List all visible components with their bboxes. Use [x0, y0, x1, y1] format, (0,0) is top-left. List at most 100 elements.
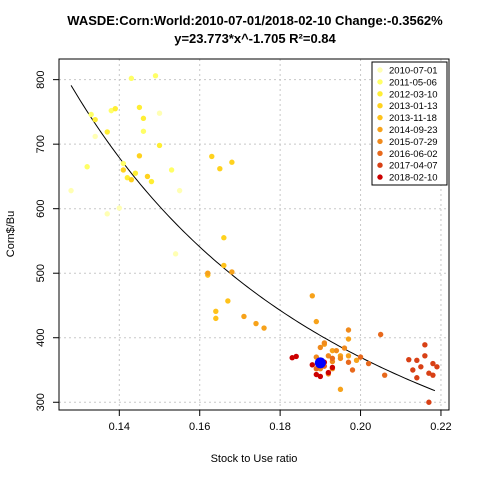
data-point: [329, 364, 336, 371]
data-point: [229, 159, 235, 165]
legend-label: 2014-09-23: [389, 125, 438, 136]
y-tick-label: 800: [35, 70, 47, 88]
data-point: [325, 353, 332, 359]
data-point: [309, 293, 315, 299]
current-point: [314, 357, 326, 369]
legend-marker: [377, 103, 383, 109]
legend-marker: [377, 174, 383, 180]
legend-marker: [377, 91, 383, 97]
data-point: [128, 75, 135, 82]
data-point: [213, 315, 219, 322]
y-tick-label: 700: [35, 135, 47, 153]
data-point: [357, 354, 364, 360]
data-point: [381, 372, 388, 378]
x-axis-title: Stock to Use ratio: [211, 453, 298, 465]
data-point: [337, 386, 344, 393]
x-axis: 0.14 0.16 0.18 0.20 0.22: [109, 410, 452, 433]
data-point: [410, 367, 416, 373]
data-point: [92, 116, 98, 123]
data-point: [345, 327, 352, 333]
data-point: [148, 178, 155, 185]
legend-label: 2013-11-18: [389, 113, 437, 124]
data-point: [144, 173, 151, 180]
legend-box: [371, 61, 448, 186]
data-point: [261, 325, 267, 331]
data-point: [168, 167, 175, 173]
data-points: [68, 73, 440, 405]
data-point: [434, 364, 440, 370]
data-point: [176, 187, 183, 194]
data-point: [124, 175, 131, 181]
legend-label: 2018-02-10: [389, 173, 438, 184]
legend-label: 2010-07-01: [389, 66, 438, 77]
x-tick-label: 0.20: [350, 421, 371, 433]
y-tick-label: 300: [35, 393, 47, 411]
data-point: [217, 165, 223, 172]
data-point: [116, 205, 123, 211]
data-point: [430, 360, 436, 367]
plot-frame: [58, 58, 450, 411]
data-point: [156, 142, 163, 149]
data-point: [426, 370, 432, 376]
data-point: [317, 344, 324, 351]
data-point: [418, 364, 424, 370]
data-point: [414, 375, 420, 381]
fit-curve: [70, 85, 436, 392]
data-point: [229, 269, 235, 275]
data-point: [329, 347, 336, 354]
data-point: [325, 369, 332, 376]
chart-title-line1: WASDE:Corn:World:2010-07-01/2018-02-10 C…: [67, 13, 443, 28]
data-point: [120, 160, 127, 167]
data-point: [104, 129, 110, 135]
data-point: [120, 167, 127, 173]
data-point: [309, 362, 315, 368]
data-point: [414, 357, 420, 364]
data-point: [353, 357, 360, 364]
data-point: [313, 371, 320, 378]
legend-marker: [377, 126, 383, 133]
data-point: [213, 308, 219, 314]
x-tick-label: 0.16: [189, 421, 210, 433]
data-point: [128, 176, 135, 183]
legend-label: 2015-07-29: [389, 137, 438, 148]
data-point: [377, 331, 384, 338]
x-tick-label: 0.22: [430, 421, 451, 433]
data-point: [84, 164, 90, 170]
data-point: [156, 110, 163, 116]
legend-label: 2011-05-06: [389, 77, 437, 88]
data-point: [329, 355, 336, 362]
data-point: [108, 107, 114, 114]
data-point: [205, 270, 211, 276]
data-point: [68, 187, 74, 194]
data-point: [345, 359, 352, 365]
data-point: [92, 133, 98, 140]
data-point: [172, 251, 179, 257]
data-point: [313, 318, 320, 325]
y-tick-label: 500: [35, 264, 47, 282]
data-point: [422, 353, 428, 359]
data-point: [221, 262, 227, 269]
data-point: [221, 235, 227, 241]
data-point: [293, 353, 299, 360]
data-point: [152, 73, 159, 79]
data-point: [345, 336, 352, 342]
legend-label: 2017-04-07: [389, 161, 438, 172]
legend-label: 2016-06-02: [389, 149, 438, 160]
y-axis-title: Corn$/Bu: [5, 211, 17, 257]
data-point: [104, 211, 110, 217]
y-tick-label: 600: [35, 200, 47, 218]
data-point: [345, 353, 352, 359]
legend-marker: [377, 162, 383, 168]
data-point: [136, 104, 143, 111]
data-point: [321, 340, 328, 346]
data-point: [365, 360, 372, 367]
data-point: [88, 111, 94, 118]
chart-title-line2: y=23.773*x^-1.705 R²=0.84: [174, 31, 336, 46]
legend-marker: [377, 79, 383, 85]
grid: [59, 59, 449, 410]
legend-marker: [377, 114, 383, 121]
data-point: [253, 320, 259, 327]
data-point: [426, 399, 432, 405]
data-point: [337, 355, 344, 362]
